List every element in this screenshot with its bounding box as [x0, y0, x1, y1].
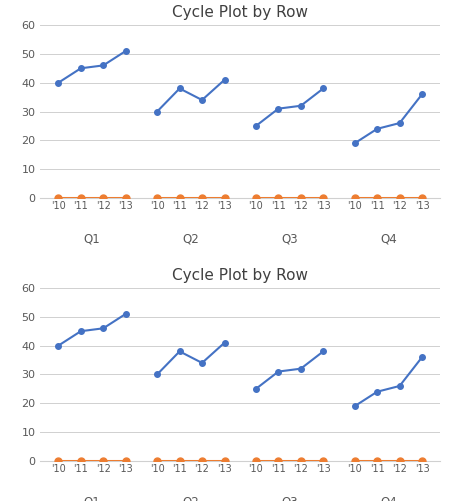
Text: Q4: Q4: [380, 232, 397, 245]
Text: Q3: Q3: [281, 232, 298, 245]
Text: Q4: Q4: [380, 495, 397, 501]
Title: Cycle Plot by Row: Cycle Plot by Row: [172, 268, 308, 283]
Text: Q1: Q1: [84, 232, 101, 245]
Text: Q2: Q2: [182, 495, 199, 501]
Title: Cycle Plot by Row: Cycle Plot by Row: [172, 5, 308, 20]
Text: Q1: Q1: [84, 495, 101, 501]
Text: Q3: Q3: [281, 495, 298, 501]
Text: Q2: Q2: [182, 232, 199, 245]
